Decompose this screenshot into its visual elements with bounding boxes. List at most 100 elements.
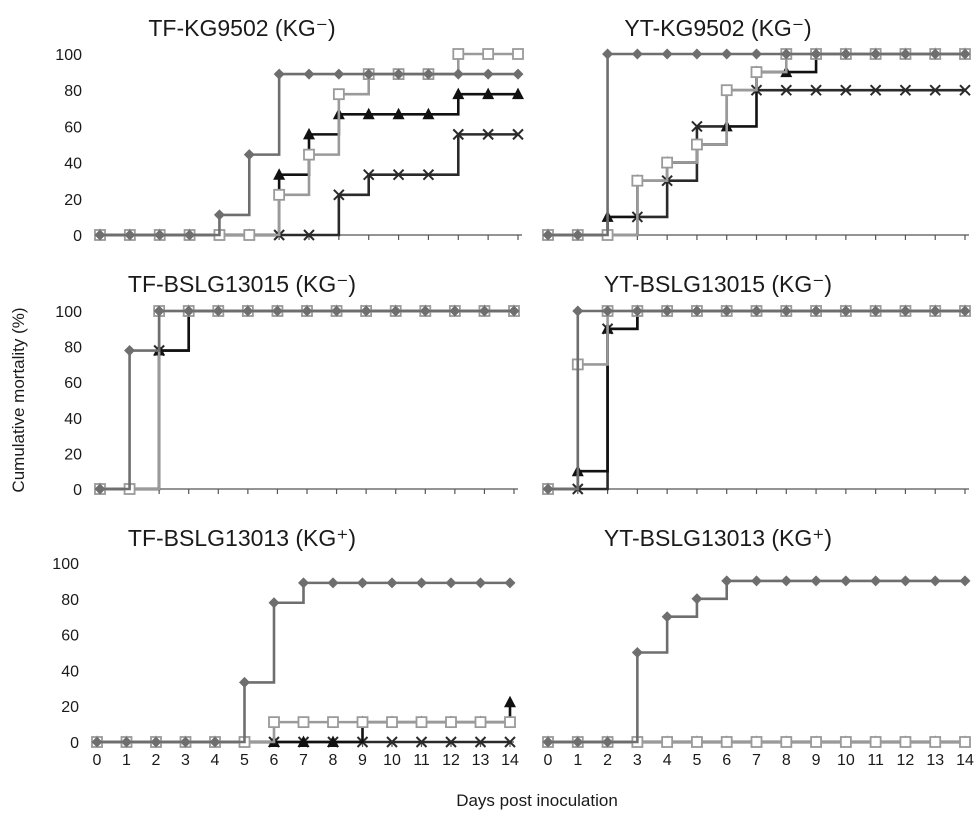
series-diamond <box>91 577 516 748</box>
data-point-diamond <box>124 229 136 241</box>
series-diamond <box>542 305 971 495</box>
data-point-cross <box>691 120 703 133</box>
x-tick-label: 11 <box>867 752 884 769</box>
data-point-diamond <box>691 593 703 605</box>
data-point-diamond <box>390 305 402 317</box>
data-point-cross <box>869 84 882 96</box>
data-point-diamond <box>422 68 434 80</box>
y-axis-label: Cumulative mortality (%) <box>9 307 28 492</box>
data-point-square <box>839 736 852 748</box>
data-point-diamond <box>301 305 313 317</box>
y-tick-label: 80 <box>61 592 79 609</box>
data-point-square <box>386 716 398 729</box>
data-point-diamond <box>386 577 398 589</box>
data-point-square <box>445 716 457 729</box>
x-tick-label: 7 <box>752 752 761 769</box>
data-point-diamond <box>273 68 285 80</box>
x-tick-label: 10 <box>837 752 855 769</box>
y-tick-label: 100 <box>52 556 79 573</box>
x-tick-label: 5 <box>240 752 249 769</box>
data-point-cross <box>512 128 524 141</box>
x-tick-label: 3 <box>633 752 642 769</box>
data-point-diamond <box>303 68 315 80</box>
data-point-triangle <box>504 695 516 708</box>
y-tick-label: 100 <box>55 47 82 64</box>
data-point-diamond <box>91 736 103 748</box>
data-point-diamond <box>751 48 762 60</box>
data-point-diamond <box>184 229 196 241</box>
data-point-diamond <box>870 305 882 317</box>
x-tick-label: 4 <box>663 752 672 769</box>
x-tick-label: 2 <box>603 752 612 769</box>
series-diamond <box>94 305 520 495</box>
series-line-triangle <box>100 309 514 491</box>
data-point-diamond <box>360 305 372 317</box>
data-point-triangle <box>422 107 435 120</box>
data-point-square <box>720 736 733 748</box>
series-line-square <box>548 52 965 237</box>
data-point-square <box>356 716 369 729</box>
panel-title: TF-BSLG13013 (KG⁺) <box>128 525 356 551</box>
data-point-square <box>929 736 942 748</box>
data-point-square <box>332 88 345 101</box>
data-point-diamond <box>183 305 195 317</box>
series-line-triangle <box>548 309 965 491</box>
x-tick-label: 3 <box>181 752 190 769</box>
data-point-square <box>750 66 763 78</box>
data-point-triangle <box>482 87 495 100</box>
panel-title: YT-BSLG13013 (KG⁺) <box>604 525 832 551</box>
data-point-square <box>661 156 674 169</box>
data-point-cross <box>333 189 345 201</box>
data-point-square <box>780 736 793 748</box>
x-tick-label: 0 <box>93 752 102 769</box>
x-tick-label: 6 <box>722 752 731 769</box>
y-tick-label: 40 <box>61 663 79 680</box>
data-point-diamond <box>94 483 106 495</box>
data-point-cross <box>303 229 315 241</box>
data-point-cross <box>810 84 822 96</box>
data-point-diamond <box>870 575 882 587</box>
panel-title: TF-KG9502 (KG⁻) <box>148 15 335 41</box>
data-point-diamond <box>751 305 762 317</box>
data-point-cross <box>474 736 487 748</box>
y-tick-label: 60 <box>64 119 82 136</box>
data-point-cross <box>363 169 375 181</box>
panel-title: YT-KG9502 (KG⁻) <box>624 15 811 41</box>
data-point-square <box>327 716 339 729</box>
data-point-diamond <box>542 736 554 748</box>
data-point-diamond <box>542 483 554 495</box>
data-point-diamond <box>154 229 166 241</box>
data-point-square <box>273 188 286 201</box>
data-point-diamond <box>899 575 911 587</box>
data-point-diamond <box>631 305 643 317</box>
x-tick-label: 8 <box>329 752 338 769</box>
series-diamond <box>94 68 524 241</box>
data-point-diamond <box>94 229 106 241</box>
x-tick-label: 0 <box>544 752 553 769</box>
data-point-triangle <box>303 127 315 140</box>
data-point-square <box>899 736 912 748</box>
data-point-diamond <box>721 305 733 317</box>
data-point-diamond <box>691 305 703 317</box>
data-point-cross <box>899 84 912 96</box>
data-point-diamond <box>661 48 673 60</box>
data-point-diamond <box>239 676 250 688</box>
data-point-cross <box>452 128 464 141</box>
series-line-square <box>548 309 965 491</box>
data-point-diamond <box>512 68 524 80</box>
data-point-diamond <box>445 577 457 589</box>
data-point-diamond <box>475 577 486 589</box>
panel-4: YT-BSLG13015 (KG⁻) <box>542 271 971 495</box>
data-point-triangle <box>273 168 286 180</box>
data-point-diamond <box>393 68 405 80</box>
x-tick-label: 7 <box>299 752 308 769</box>
y-tick-label: 20 <box>64 192 82 209</box>
data-point-diamond <box>153 305 165 317</box>
data-point-diamond <box>213 209 225 221</box>
panel-3: TF-BSLG13015 (KG⁻) 0 20 40 60 80 100 <box>55 271 520 499</box>
data-point-diamond <box>452 68 464 80</box>
data-point-diamond <box>959 575 971 587</box>
x-tick-label: 10 <box>383 752 401 769</box>
y-tick-label: 0 <box>73 482 82 499</box>
